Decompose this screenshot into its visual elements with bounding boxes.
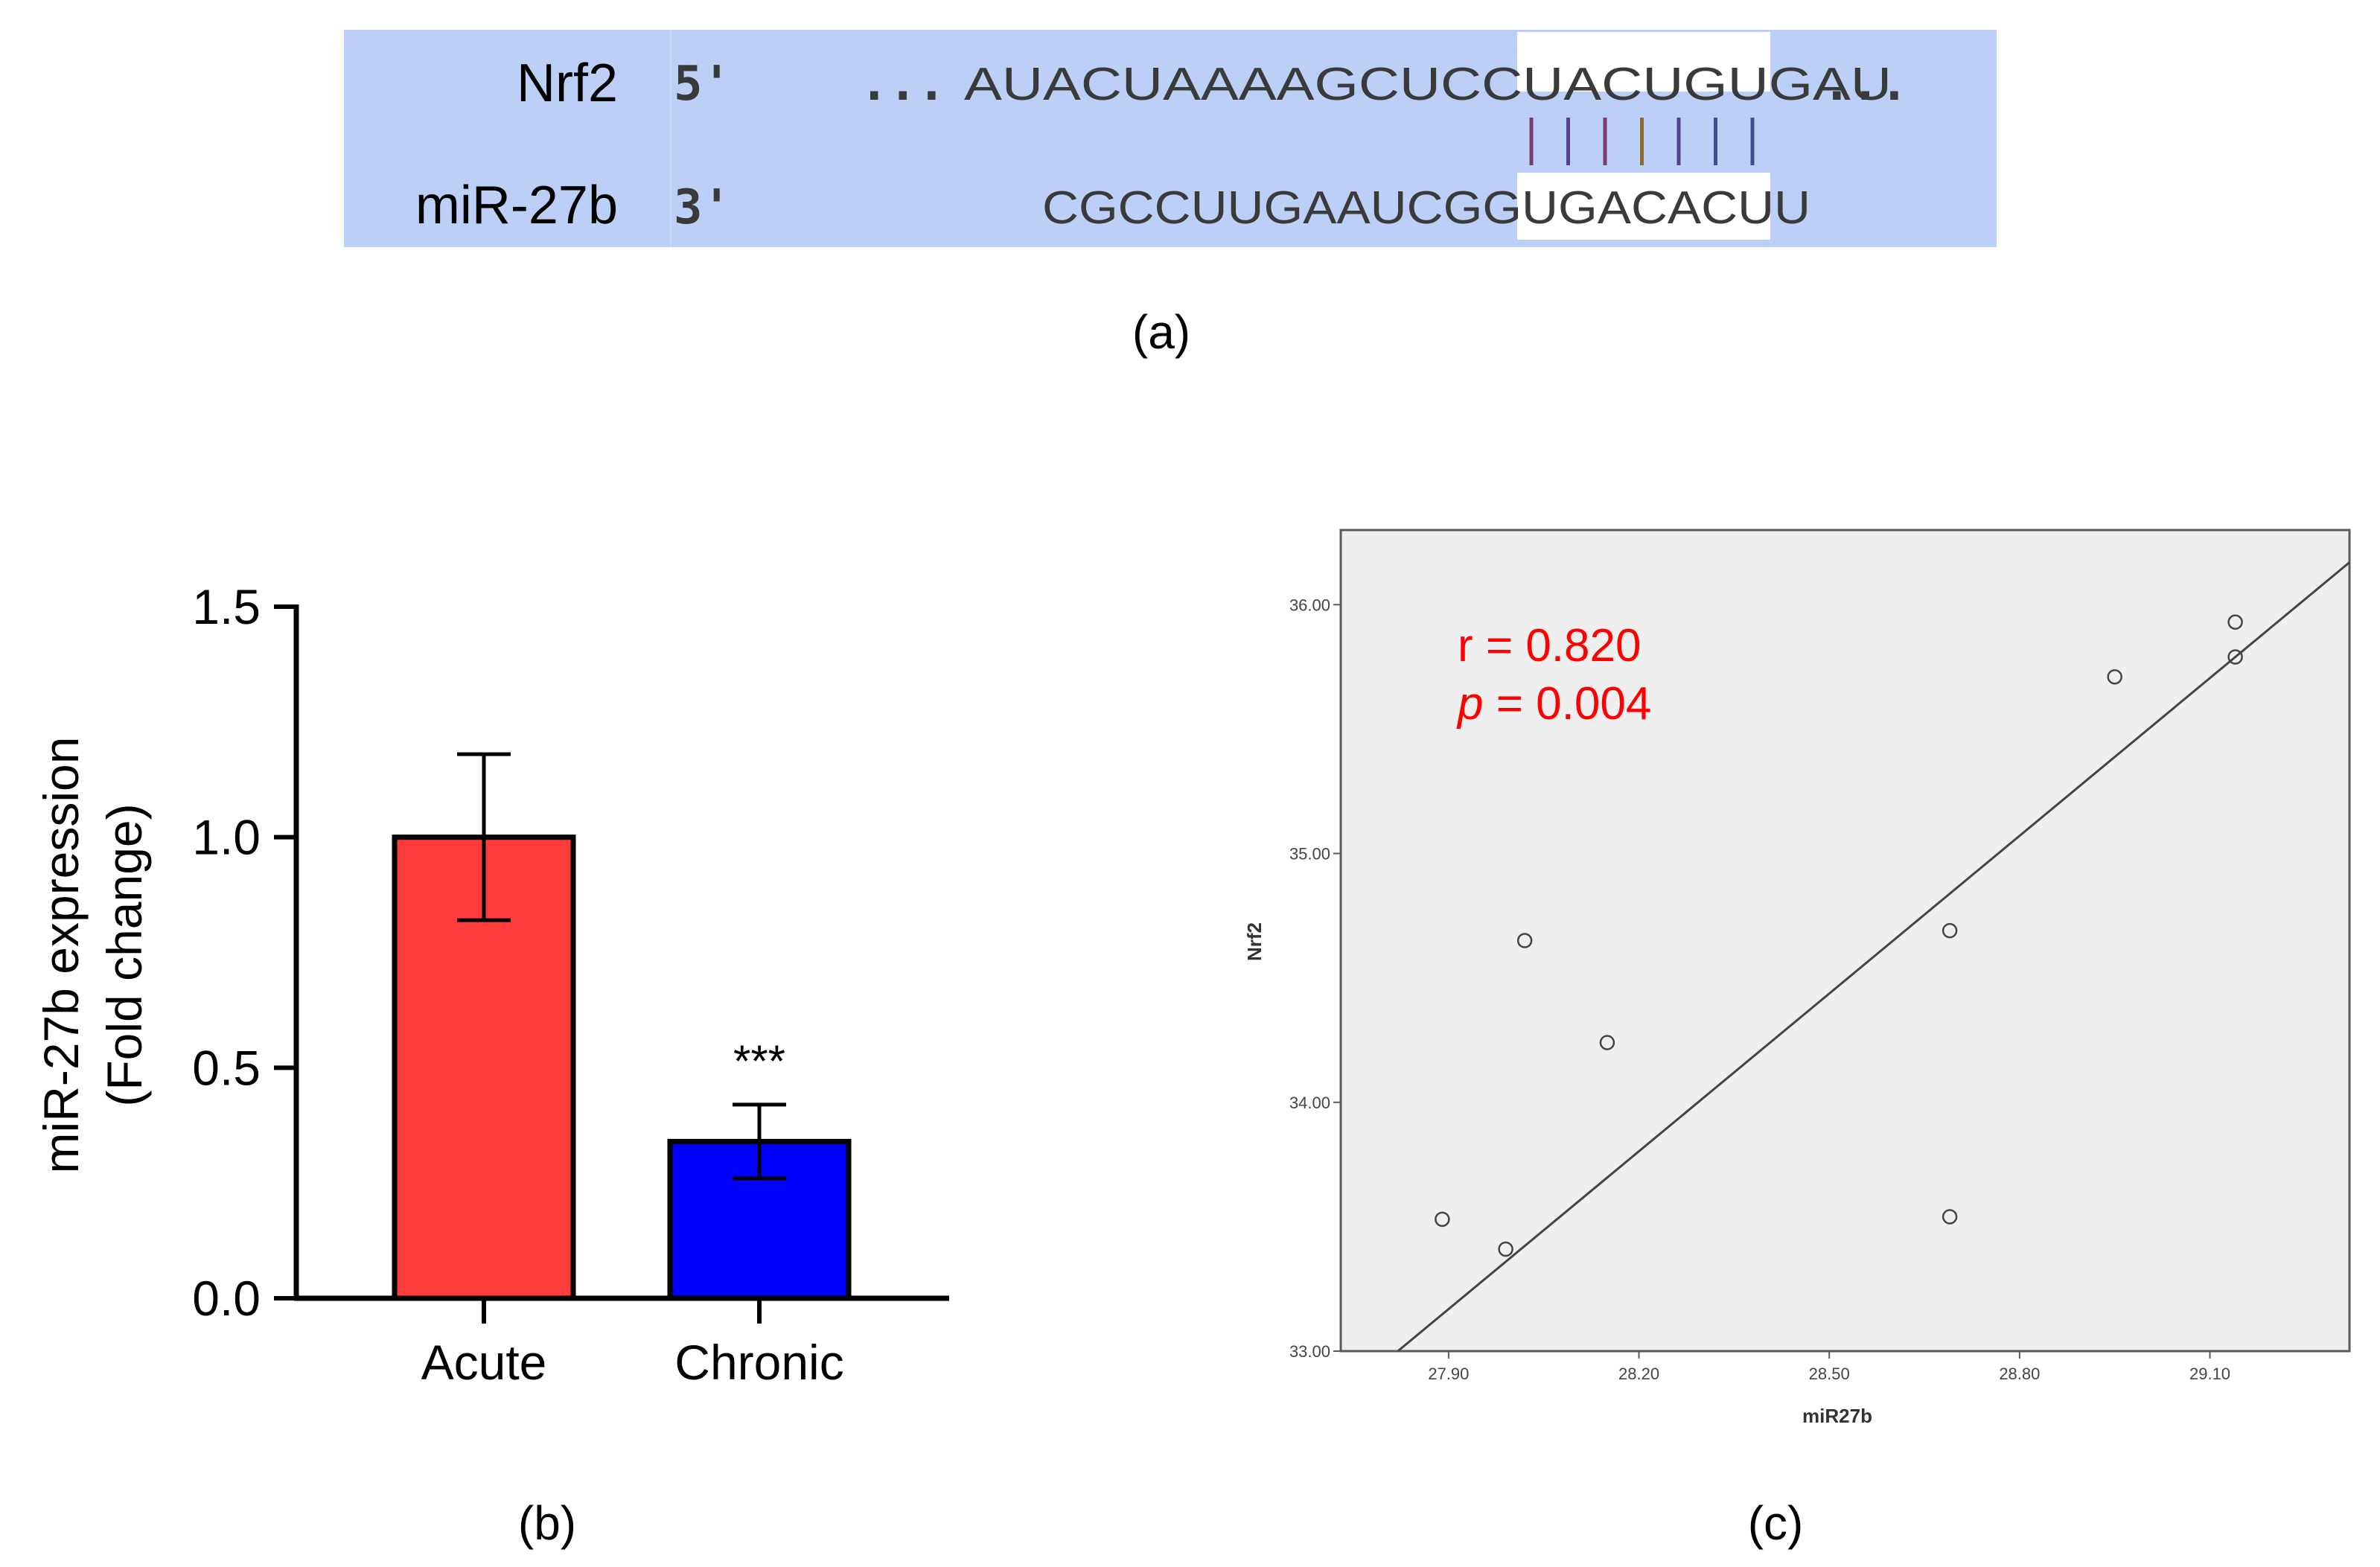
data-point [2227, 649, 2243, 665]
nrf2-seed-highlight [1517, 32, 1770, 92]
panel-b-label: (b) [518, 1496, 576, 1550]
mir-seed-highlight [1517, 173, 1770, 240]
x-tick-label: 28.80 [1999, 1365, 2040, 1383]
regression-line [1397, 561, 2350, 1353]
nrf2-label: Nrf2 [517, 54, 618, 113]
bar-chart-ylabel-line2: (Fold change) [97, 803, 152, 1106]
alignment-divider [670, 30, 671, 247]
y-tick-label: 0.5 [192, 1040, 261, 1095]
panel-c-label: (c) [1748, 1496, 1804, 1550]
data-point [1498, 1241, 1513, 1257]
nrf2-prefix: ... [860, 57, 946, 112]
data-point [1599, 1035, 1615, 1050]
y-tick-label: 34.00 [1289, 1094, 1330, 1112]
correlation-r-value: = 0.820 [1473, 620, 1642, 671]
x-tick-label: 27.90 [1428, 1365, 1469, 1383]
y-tick-label: 1.5 [192, 579, 261, 634]
nrf2-sequence: AUACUAAAAGCUCCUACUGUGAU [964, 59, 1892, 110]
nrf2-suffix: ... [1822, 57, 1909, 112]
y-tick-label: 33.00 [1289, 1342, 1330, 1361]
scatter-plot-area [1339, 529, 2351, 1353]
significance-marker: *** [733, 1036, 785, 1086]
x-tick-label: 28.20 [1618, 1365, 1659, 1383]
data-point [1942, 1209, 1958, 1225]
correlation-r: r = 0.820 [1458, 620, 1641, 671]
mir27b-label: miR-27b [415, 176, 618, 235]
bar-chart-ylabel-line1: miR-27b expression [34, 737, 89, 1174]
y-tick-label: 35.00 [1289, 845, 1330, 864]
mir27b-sequence: CGCCUUGAAUCGGUGACACUU [1042, 182, 1810, 234]
x-tick-label: 29.10 [2189, 1365, 2230, 1383]
y-tick-label: 0.0 [192, 1271, 261, 1326]
mir27b-end-marker: 3' [674, 180, 731, 235]
correlation-p-symbol: p [1456, 678, 1483, 730]
data-point [1942, 922, 1958, 939]
x-tick-label: Acute [421, 1335, 547, 1390]
scatter-xlabel: miR27b [1802, 1405, 1872, 1427]
x-tick-label: Chronic [674, 1335, 843, 1390]
panel-a-label: (a) [1132, 305, 1190, 359]
nrf2-end-marker: 5' [674, 57, 731, 112]
data-point [2227, 614, 2243, 630]
base-pair-lines [1529, 118, 1755, 165]
x-tick-label: 28.50 [1809, 1365, 1850, 1383]
panel-a: Nrf2 5' ... AUACUAAAAGCUCCUACUGUGAU ... … [344, 30, 1997, 359]
data-point [1435, 1211, 1450, 1228]
panel-c: miR27b Nrf2 r = 0.820 p = 0.004 (c) 27.9… [1243, 529, 2351, 1550]
correlation-p-value: = 0.004 [1483, 678, 1651, 730]
y-tick-label: 1.0 [192, 810, 261, 865]
data-point [2107, 668, 2122, 685]
y-tick-label: 36.00 [1289, 596, 1330, 614]
data-point [1516, 933, 1533, 948]
panel-b: miR-27b expression (Fold change) (b) 0.0… [34, 579, 949, 1550]
correlation-p: p = 0.004 [1456, 678, 1651, 730]
scatter-ylabel: Nrf2 [1243, 922, 1266, 961]
correlation-r-symbol: r [1458, 620, 1473, 671]
